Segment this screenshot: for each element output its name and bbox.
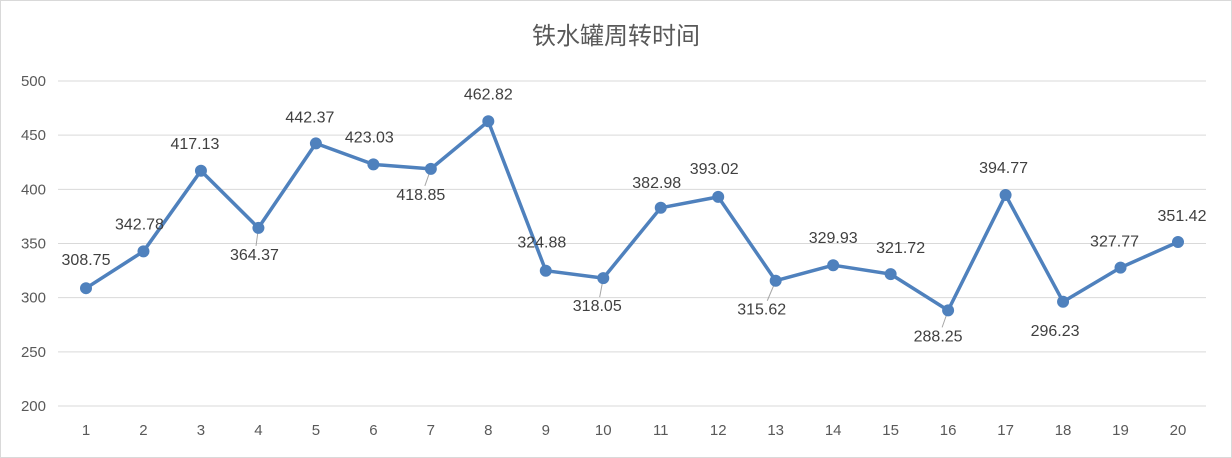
data-point — [539, 264, 552, 277]
x-tick-label: 17 — [997, 422, 1014, 439]
x-tick-label: 15 — [882, 422, 899, 439]
data-point — [597, 272, 610, 285]
x-tick-label: 4 — [254, 422, 262, 439]
data-label: 315.62 — [737, 302, 786, 319]
data-point — [884, 268, 897, 281]
x-axis-ticks: 1 2 3 4 5 6 7 8 9 10 11 12 13 14 15 16 17 18 19 20 — [82, 422, 1187, 439]
x-tick-label: 16 — [940, 422, 957, 439]
series-line — [84, 119, 1180, 313]
x-tick-label: 12 — [710, 422, 727, 439]
data-point — [424, 162, 437, 175]
data-point — [827, 259, 840, 272]
data-label: 393.02 — [690, 161, 739, 178]
x-tick-label: 6 — [369, 422, 377, 439]
x-tick-label: 9 — [542, 422, 550, 439]
data-point — [1172, 235, 1184, 248]
data-label: 288.25 — [914, 328, 963, 345]
data-point — [999, 188, 1012, 201]
data-label: 364.37 — [230, 247, 279, 264]
data-label: 327.77 — [1090, 234, 1139, 251]
data-label: 394.77 — [979, 160, 1028, 177]
data-point — [712, 190, 725, 203]
x-tick-label: 20 — [1170, 422, 1187, 439]
x-tick-label: 8 — [484, 422, 492, 439]
y-tick-label: 350 — [21, 236, 46, 253]
data-point — [1057, 295, 1070, 308]
data-point — [942, 304, 955, 317]
x-tick-label: 7 — [427, 422, 435, 439]
data-label: 308.75 — [62, 252, 111, 269]
data-label: 329.93 — [809, 230, 858, 247]
y-tick-label: 300 — [21, 290, 46, 307]
data-label: 417.13 — [170, 136, 219, 153]
chart-title: 铁水罐周转时间 — [532, 22, 700, 50]
x-tick-label: 3 — [197, 422, 205, 439]
data-point — [654, 201, 667, 214]
y-tick-label: 500 — [21, 73, 46, 90]
data-label: 342.78 — [115, 216, 164, 233]
data-point — [367, 158, 380, 171]
data-point — [252, 221, 265, 234]
data-label: 321.72 — [876, 240, 925, 257]
x-tick-label: 13 — [767, 422, 784, 439]
y-axis-ticks: 200 250 300 350 400 450 500 — [21, 73, 46, 415]
data-label: 296.23 — [1031, 323, 1080, 340]
data-label: 423.03 — [345, 129, 394, 146]
data-point — [137, 245, 150, 258]
data-label: 318.05 — [573, 298, 622, 315]
x-tick-label: 10 — [595, 422, 612, 439]
data-label: 324.88 — [517, 235, 566, 252]
x-tick-label: 1 — [82, 422, 90, 439]
data-point — [482, 115, 495, 128]
y-tick-label: 250 — [21, 344, 46, 361]
data-point — [1114, 261, 1127, 274]
data-points — [80, 115, 1184, 317]
series-line-layer — [84, 119, 1180, 313]
data-label: 382.98 — [632, 175, 681, 192]
x-tick-label: 11 — [653, 422, 669, 439]
x-tick-label: 5 — [312, 422, 320, 439]
y-tick-label: 450 — [21, 127, 46, 144]
data-point — [769, 274, 782, 287]
data-point — [80, 282, 92, 295]
x-tick-label: 14 — [825, 422, 842, 439]
data-label: 351.42 — [1158, 208, 1207, 225]
data-label: 442.37 — [285, 109, 334, 126]
data-label: 418.85 — [396, 187, 445, 204]
data-point — [194, 164, 207, 177]
x-tick-label: 18 — [1055, 422, 1072, 439]
data-label: 462.82 — [464, 86, 513, 103]
y-tick-label: 200 — [21, 398, 46, 415]
x-tick-label: 19 — [1112, 422, 1129, 439]
x-tick-label: 2 — [139, 422, 147, 439]
y-tick-label: 400 — [21, 181, 46, 198]
data-point — [309, 137, 322, 150]
data-labels: 308.75 342.78 417.13 364.37 442.37 423.03 418.… — [62, 86, 1207, 345]
gridlines — [58, 80, 1206, 407]
